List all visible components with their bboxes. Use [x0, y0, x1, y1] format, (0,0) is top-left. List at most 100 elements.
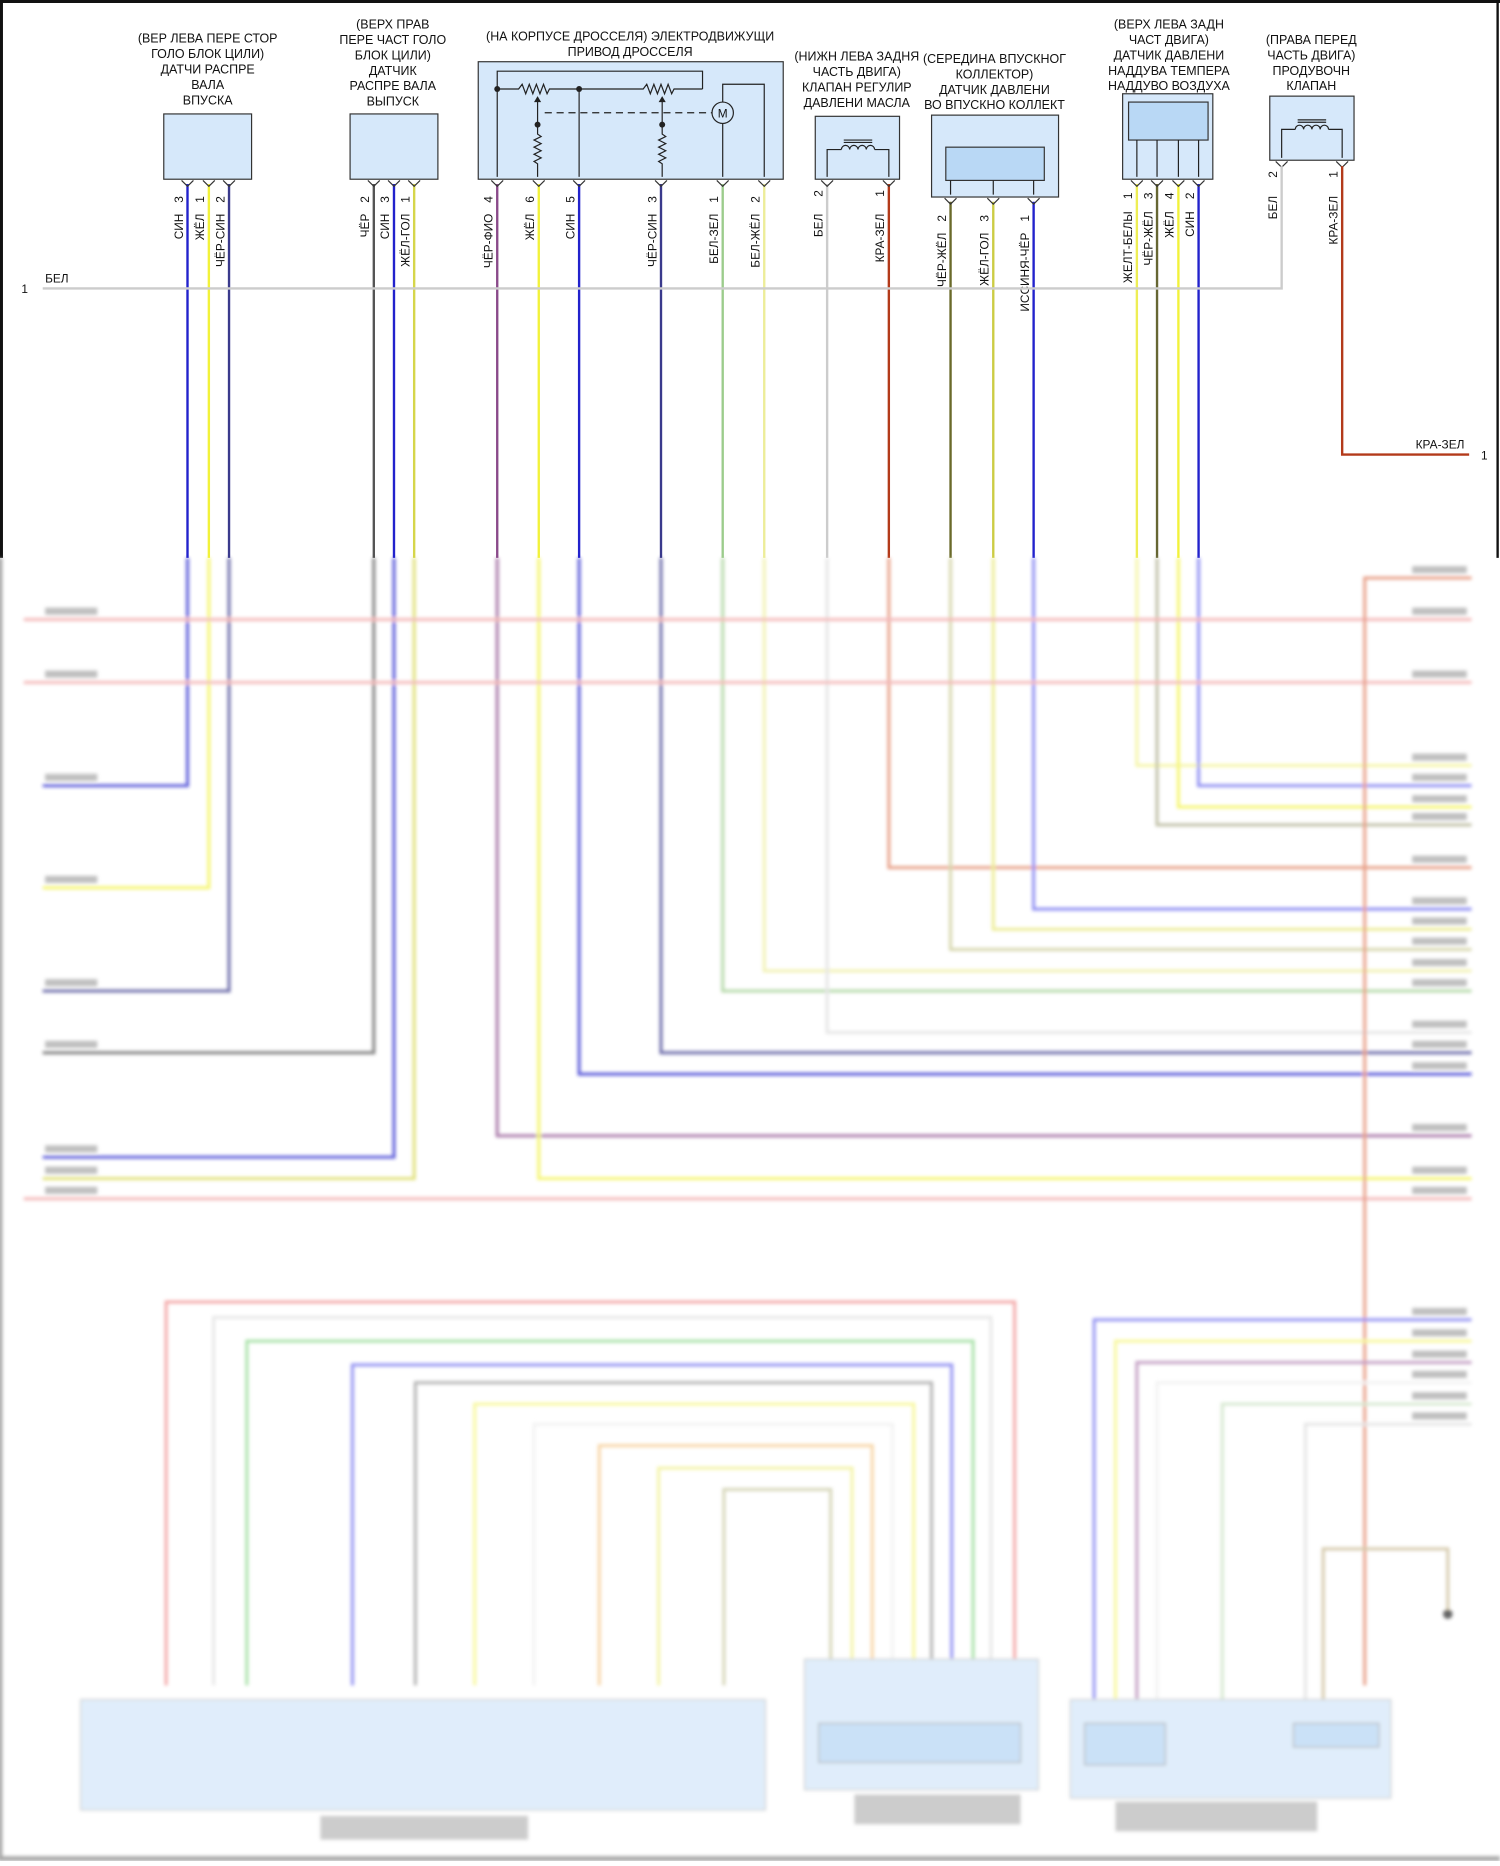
- illegible-label: [45, 773, 98, 781]
- pin-number: 4: [481, 196, 495, 203]
- pin-number: 6: [523, 196, 537, 203]
- pin-number: 1: [707, 196, 721, 203]
- module-inner: [818, 1722, 1022, 1764]
- wire-label: БЕЛ: [1266, 196, 1280, 219]
- connector-title-line: ДАТЧИК: [369, 64, 418, 78]
- illegible-label: [1412, 813, 1467, 821]
- pin-number: 4: [1163, 192, 1177, 199]
- blurred-loop-wire: [413, 1381, 934, 1686]
- connector-title-line: (ПРАВА ПЕРЕД: [1266, 33, 1357, 47]
- blurred-loop-wire: [212, 1315, 993, 1686]
- illegible-label: [45, 1166, 98, 1174]
- blurred-wire: [42, 557, 211, 890]
- blurred-loop-wire: [597, 1444, 874, 1686]
- wire-label: БЕЛ-ЗЕЛ: [707, 214, 721, 264]
- connector-throttle-actuator: (НА КОРПУСЕ ДРОССЕЛЯ) ЭЛЕКТРОДВИЖУЩИ ПРИВ…: [477, 29, 784, 558]
- connector-title-line: (ВЕРХ ПРАВ: [356, 17, 429, 31]
- blurred-wire: [721, 557, 1472, 993]
- connector-title-line: ВО ВПУСКНО КОЛЛЕКТ: [924, 98, 1065, 112]
- connector-title-line: (СЕРЕДИНА ВПУСКНОГ: [923, 52, 1066, 66]
- pin-number: 3: [645, 196, 659, 203]
- coil-lead: [1281, 128, 1296, 158]
- illegible-label: [1412, 937, 1467, 945]
- illegible-label: [1412, 1412, 1467, 1420]
- pin-terminal-icon: [387, 179, 401, 188]
- pin-number: 3: [172, 196, 186, 203]
- wiper-resistor: [657, 97, 668, 177]
- coil-icon: [1294, 124, 1330, 130]
- connector-title-line: ВЫПУСК: [367, 95, 420, 109]
- module-inner: [1084, 1722, 1166, 1766]
- wire-label: ЧЁР-СИН: [645, 214, 659, 267]
- blurred-loop-wire: [164, 1300, 1017, 1686]
- connector-title-line: КЛАПАН РЕГУЛИР: [802, 80, 912, 94]
- wire-label: ЖЁЛ: [193, 214, 207, 241]
- pin-number: 5: [563, 196, 577, 203]
- illegible-label: [1412, 1186, 1467, 1194]
- component-box: [349, 113, 439, 180]
- ground-wire-number: 1: [21, 282, 28, 296]
- junction-dot: [659, 121, 666, 128]
- blurred-wire: [1176, 557, 1472, 809]
- illegible-label: [1412, 753, 1467, 761]
- illegible-label: [1412, 1020, 1467, 1028]
- ground-point-icon: [1443, 1609, 1453, 1619]
- connector-title-line: БЛОК ЦИЛИ): [355, 48, 431, 62]
- illegible-label: [1412, 1307, 1467, 1316]
- blurred-wire: [887, 557, 1472, 870]
- wiper-arrow-icon: [658, 96, 666, 103]
- wire-label: КРА-ЗЕЛ: [1326, 196, 1340, 245]
- blurred-wire: [42, 557, 189, 788]
- throttle-loop: [496, 70, 704, 177]
- blurred-wire: [659, 557, 1472, 1055]
- wire-label: ЧЁР-ЖЁЛ: [1141, 211, 1155, 265]
- coil-icon: [840, 144, 876, 150]
- pin-number: 2: [213, 196, 227, 203]
- pin-terminal-icon: [222, 179, 236, 188]
- blurred-loop-wire: [1303, 1422, 1472, 1700]
- pin-terminal-icon: [757, 179, 771, 188]
- blurred-loop-wire: [473, 1402, 916, 1686]
- illegible-label: [1412, 1040, 1467, 1048]
- pin-terminal-icon: [1027, 197, 1040, 205]
- blurred-loop-wire: [657, 1466, 854, 1686]
- illegible-label: [1412, 855, 1467, 863]
- pin-terminal-icon: [407, 179, 421, 188]
- connector-title-line: НАДДУВО ВОЗДУХА: [1108, 79, 1231, 93]
- connector-boost-sensor: (ВЕРХ ЛЕВА ЗАДН ЧАСТ ДВИГА)ДАТЧИК ДАВЛЕНИ…: [1108, 17, 1231, 558]
- wiper-arrow-icon: [534, 96, 542, 103]
- potentiometer-resistors: [497, 82, 703, 96]
- blurred-lower-diagram: [0, 557, 1500, 1861]
- pin-number: 2: [748, 196, 762, 203]
- blurred-wire: [42, 557, 376, 1055]
- pin-number: 1: [1018, 215, 1032, 222]
- blurred-loop-wire: [1220, 1402, 1472, 1700]
- illegible-label: [45, 1186, 98, 1194]
- illegible-label: [45, 875, 98, 884]
- wire-label: БЕЛ-ЖЁЛ: [748, 214, 762, 268]
- connector-title-line: ЧАСТЬ ДВИГА): [813, 65, 901, 79]
- blurred-wire: [495, 557, 1472, 1138]
- pin-number: 1: [1326, 171, 1340, 178]
- connector-title-line: НАДДУВА ТЕМПЕРА: [1108, 64, 1230, 78]
- pin-terminal-icon: [1172, 179, 1185, 188]
- blurred-wire: [42, 557, 416, 1181]
- wire-label: СИН: [1183, 211, 1197, 237]
- wire-label: ЧЁР: [358, 214, 372, 238]
- connector-title-line: ПРИВОД ДРОССЕЛЯ: [568, 45, 693, 59]
- motor-label: M: [718, 106, 728, 120]
- blurred-wire: [1321, 1547, 1450, 1700]
- illegible-label: [1412, 607, 1467, 615]
- pin-terminal-icon: [367, 179, 381, 188]
- ecu-box: [80, 1698, 767, 1811]
- pin-number: 3: [978, 215, 992, 222]
- purge-output-label: КРА-ЗЕЛ: [1416, 438, 1465, 452]
- pin-terminal-icon: [986, 197, 1000, 205]
- pin-terminal-icon: [944, 197, 957, 205]
- pin-number: 1: [398, 196, 412, 203]
- connector-title-line: ДАТЧИ РАСПРЕ: [161, 63, 255, 77]
- coil-lead: [826, 148, 842, 177]
- connector-title-line: (ВЕР ЛЕВА ПЕРЕ СТОР: [138, 32, 278, 46]
